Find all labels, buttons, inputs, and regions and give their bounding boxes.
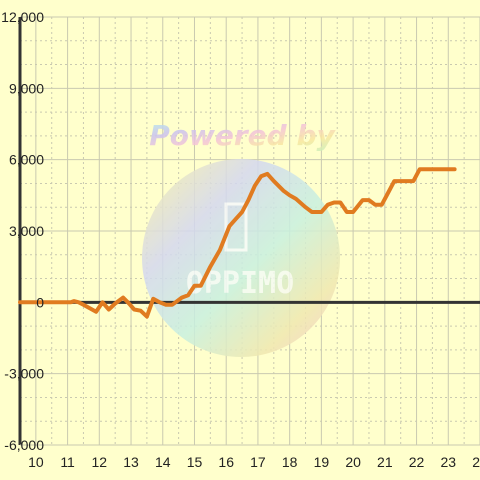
x-tick-label: 11 bbox=[60, 454, 75, 470]
watermark: Powered by OPPIMO bbox=[142, 119, 340, 357]
x-tick-label: 10 bbox=[28, 454, 44, 470]
x-tick-label: 20 bbox=[345, 454, 361, 470]
watermark-text: Powered by bbox=[149, 119, 336, 152]
x-tick-label: 14 bbox=[155, 454, 171, 470]
x-tick-label: 23 bbox=[440, 454, 456, 470]
y-tick-label: 3,000 bbox=[9, 223, 44, 239]
series-line bbox=[18, 167, 457, 319]
x-tick-label: 24 bbox=[472, 454, 480, 470]
grid-lines bbox=[20, 16, 480, 446]
x-tick-label: 17 bbox=[250, 454, 266, 470]
x-tick-label: 12 bbox=[92, 454, 108, 470]
x-tick-label: 22 bbox=[409, 454, 425, 470]
watermark-logo-circle bbox=[142, 159, 340, 357]
x-tick-label: 19 bbox=[314, 454, 330, 470]
x-tick-label: 15 bbox=[187, 454, 203, 470]
series-layer bbox=[18, 167, 457, 319]
y-tick-label: 6,000 bbox=[9, 152, 44, 168]
x-tick-label: 18 bbox=[282, 454, 298, 470]
x-tick-label: 21 bbox=[377, 454, 393, 470]
y-tick-label: 0 bbox=[36, 294, 44, 310]
y-tick-label: -3,000 bbox=[4, 366, 44, 382]
axes bbox=[18, 17, 480, 446]
x-tick-label: 13 bbox=[123, 454, 139, 470]
y-tick-label: 9,000 bbox=[9, 80, 44, 96]
y-tick-label: -6,000 bbox=[4, 437, 44, 453]
tick-labels: -6,000 -3,000 0 3,000 6,000 9,000 12,000 10 11 12… bbox=[1, 9, 480, 470]
watermark-logo-mark bbox=[224, 202, 248, 252]
x-tick-label: 16 bbox=[218, 454, 234, 470]
y-tick-label: 12,000 bbox=[1, 9, 44, 25]
